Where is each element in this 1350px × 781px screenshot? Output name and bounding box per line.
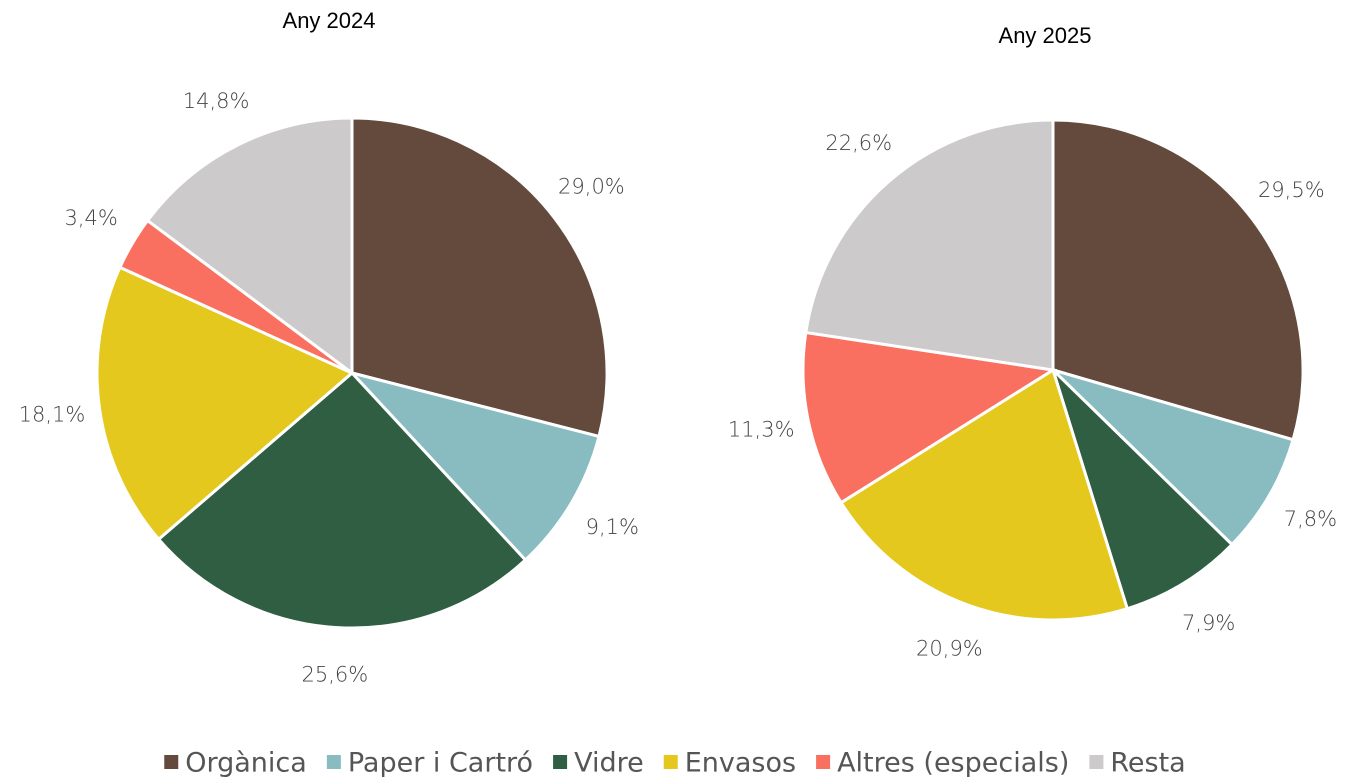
legend-label: Paper i Cartró <box>348 748 533 779</box>
pie-slice <box>804 118 1055 372</box>
pie-slice <box>1051 368 1295 547</box>
value-label: 25,6% <box>302 663 369 687</box>
legend-swatch <box>326 755 341 769</box>
legend-swatch <box>1089 755 1104 769</box>
value-label: 22,6% <box>825 131 892 155</box>
legend-label: Resta <box>1110 748 1185 779</box>
legend-swatch <box>164 755 179 769</box>
value-label: 11,3% <box>728 417 795 441</box>
value-label: 3,4% <box>65 206 118 230</box>
pie-slice <box>156 370 528 630</box>
legend-swatch <box>553 755 568 769</box>
chart-title: Any 2024 <box>283 8 376 33</box>
pie-slice <box>347 370 601 563</box>
legend-label: Vidre <box>574 748 644 779</box>
value-label: 20,9% <box>916 636 983 660</box>
legend-swatch <box>663 755 678 769</box>
legend-label: Orgànica <box>185 748 307 779</box>
pie-slice <box>801 330 1058 505</box>
pie-slice <box>95 265 355 542</box>
pie-slice <box>1051 368 1235 611</box>
value-label: 29,5% <box>1258 178 1325 202</box>
pie-slice <box>839 367 1130 622</box>
value-label: 18,1% <box>19 403 86 427</box>
pie-slice <box>1051 118 1305 442</box>
value-label: 29,0% <box>558 174 625 198</box>
pie-slice <box>350 116 609 439</box>
value-label: 9,1% <box>586 515 639 539</box>
legend-label: Envasos <box>685 748 796 779</box>
value-label: 7,9% <box>1182 611 1235 635</box>
value-label: 7,8% <box>1284 507 1337 531</box>
legend-label: Altres (especials) <box>837 748 1069 779</box>
chart-title: Any 2025 <box>999 23 1092 48</box>
legend-swatch <box>816 755 831 769</box>
value-label: 14,8% <box>183 89 250 113</box>
pie-slice <box>145 116 354 376</box>
